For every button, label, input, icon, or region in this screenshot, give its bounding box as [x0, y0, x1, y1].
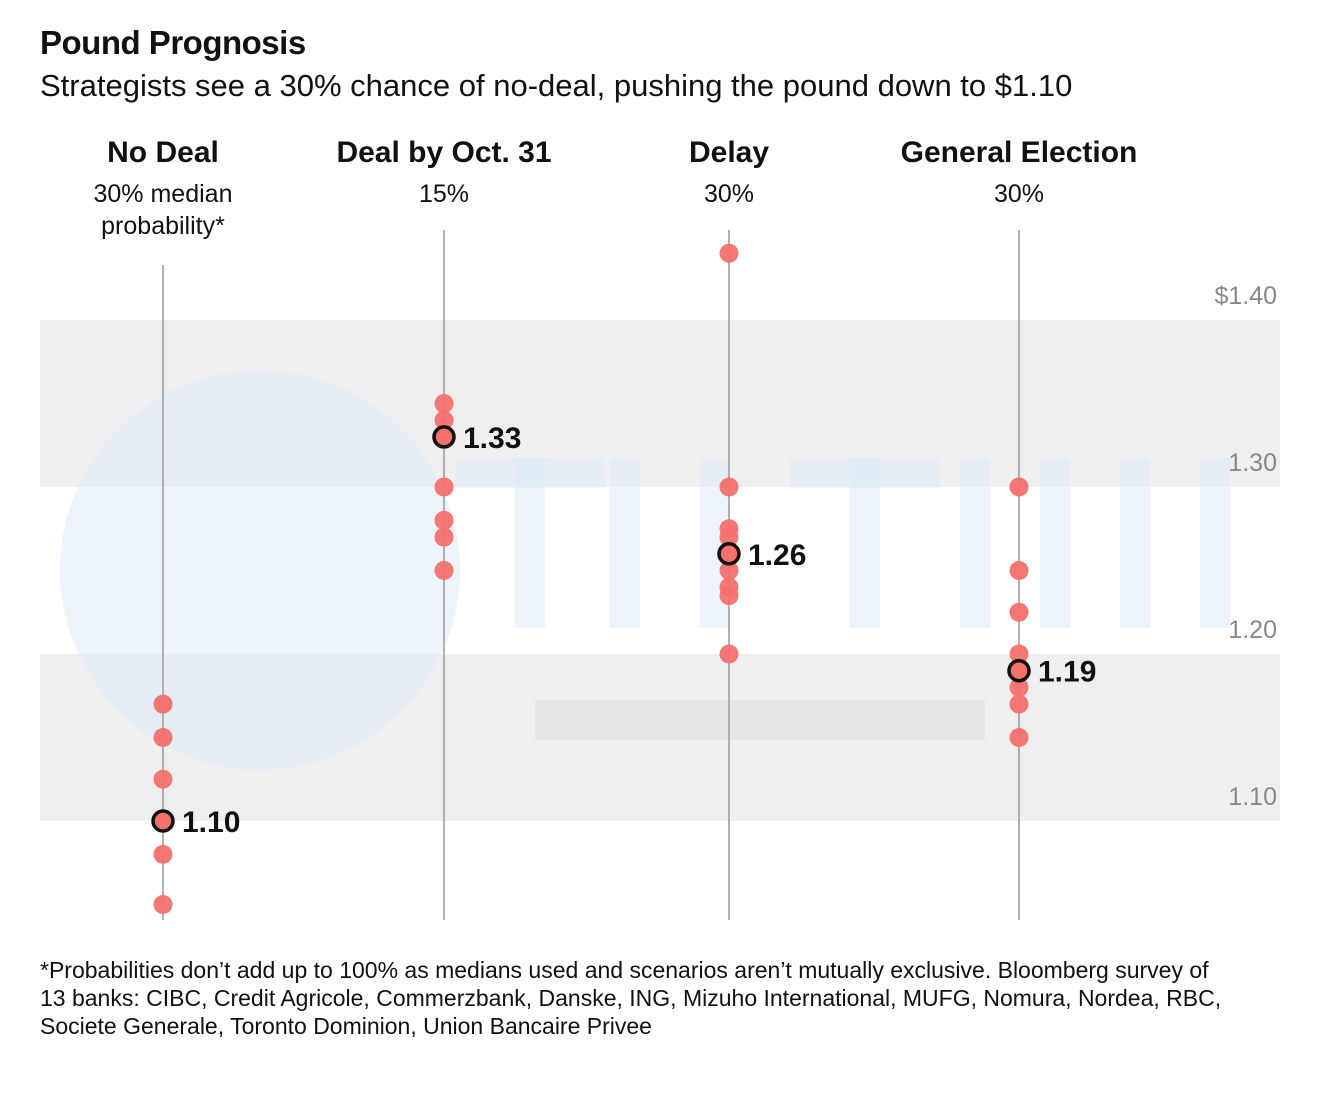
category-probability: 30%: [994, 180, 1044, 208]
probability-line: probability*: [101, 212, 225, 240]
category-probability: 30%: [704, 180, 754, 208]
category-header: General Election: [901, 136, 1138, 169]
category-header: No Deal: [107, 136, 219, 169]
data-point: [153, 728, 173, 747]
data-point: [719, 561, 739, 580]
data-point: [1009, 677, 1029, 697]
watermark-letter-stroke: [515, 458, 545, 628]
data-point: [719, 644, 739, 664]
data-point: [434, 394, 454, 413]
data-point: [719, 477, 739, 497]
chart-subtitle: Strategists see a 30% chance of no-deal,…: [40, 68, 1073, 103]
median-label: 1.10: [182, 806, 240, 839]
watermark-letter-stroke: [1040, 458, 1070, 628]
data-point: [1009, 728, 1029, 747]
y-tick-label: $1.40: [1214, 282, 1277, 310]
watermark-letter-stroke: [850, 458, 880, 628]
y-tick-label: 1.30: [1228, 449, 1277, 477]
median-point: [151, 809, 175, 833]
data-point: [1009, 644, 1029, 664]
data-point: [719, 243, 739, 263]
watermark-emblem: [60, 370, 460, 770]
median-label: 1.26: [748, 539, 806, 572]
y-tick-label: 1.10: [1228, 783, 1277, 811]
watermark-tagline-shape: [535, 700, 985, 740]
data-point: [434, 410, 454, 430]
watermark-letter-stroke: [1120, 458, 1150, 628]
median-point: [1007, 658, 1031, 683]
median-point: [432, 425, 456, 449]
y-tick-label: 1.20: [1228, 616, 1277, 644]
data-point: [434, 510, 454, 530]
watermark-logo: [60, 370, 1230, 770]
data-point: [434, 527, 454, 547]
watermark-letter-stroke: [960, 458, 990, 628]
category-probability: 30% median probability*: [94, 180, 233, 240]
category-header: Delay: [689, 136, 769, 169]
data-point: [153, 895, 173, 914]
data-point: [719, 527, 739, 547]
data-point: [1009, 602, 1029, 622]
data-point: [1009, 694, 1029, 714]
category-probability: 15%: [419, 180, 469, 208]
data-point: [434, 477, 454, 497]
data-point: [153, 694, 173, 714]
watermark-letter-stroke: [1200, 458, 1230, 628]
data-point: [153, 769, 173, 789]
dot-plot: 1.10 1.20 1.30 $1.40 No Deal 30% median probab…: [40, 136, 1280, 920]
data-point: [434, 561, 454, 580]
chart-title: Pound Prognosis: [40, 24, 306, 61]
data-point: [1009, 561, 1029, 580]
footnote: *Probabilities don’t add up to 100% as m…: [40, 957, 1222, 1039]
median-label: 1.33: [463, 422, 521, 455]
watermark-letter-stroke: [610, 458, 640, 628]
data-point: [153, 844, 173, 864]
median-point: [717, 542, 741, 566]
probability-line: 30% median: [94, 180, 233, 208]
data-point: [719, 586, 739, 606]
median-label: 1.19: [1038, 656, 1096, 689]
category-header: Deal by Oct. 31: [336, 136, 551, 169]
data-point: [1009, 477, 1029, 497]
